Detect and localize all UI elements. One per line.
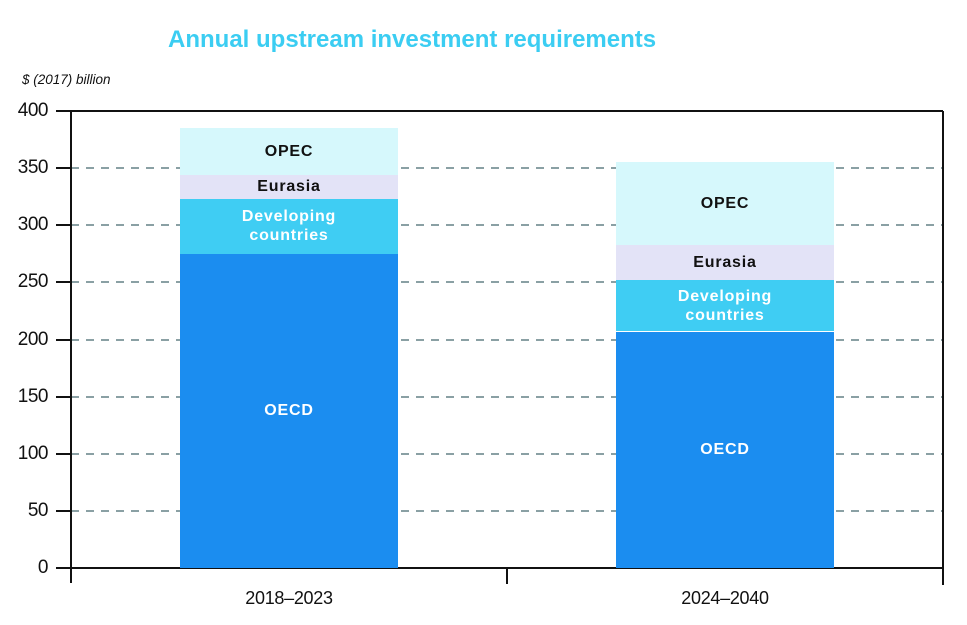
- top-border-line: [71, 110, 943, 112]
- chart-title: Annual upstream investment requirements: [168, 26, 657, 53]
- y-axis-tick: [56, 338, 71, 341]
- x-axis-label: 2024–2040: [681, 588, 769, 608]
- y-gridline: [71, 167, 943, 170]
- y-axis-tick: [56, 395, 71, 398]
- y-axis-tick: [56, 110, 71, 112]
- y-gridline: [71, 509, 943, 512]
- y-gridline: [71, 452, 943, 455]
- y-tick-label: 200: [17, 328, 49, 350]
- y-tick-label: 300: [17, 214, 49, 236]
- y-gridline: [71, 395, 943, 398]
- x-axis-label: 2018–2023: [245, 588, 333, 608]
- bar-segment-label: Developing countries: [241, 208, 337, 245]
- y-axis-line: [70, 111, 72, 583]
- bar-segment-oecd: OECD: [180, 253, 398, 568]
- bar-segment-label: OPEC: [264, 142, 314, 160]
- bar-segment-label: OPEC: [700, 194, 750, 212]
- y-tick-label: 50: [27, 499, 49, 521]
- y-tick-label: 100: [17, 442, 49, 464]
- bar-segment-developing-countries: Developing countries: [616, 280, 834, 332]
- bar-segment-developing-countries: Developing countries: [180, 198, 398, 254]
- y-axis-unit-label: $ (2017) billion: [22, 72, 111, 87]
- y-tick-label: 0: [37, 557, 49, 578]
- right-border-line: [942, 111, 944, 585]
- bar-segment-opec: OPEC: [180, 128, 398, 175]
- bar-segment-label: Eurasia: [693, 253, 757, 271]
- y-axis-tick: [56, 224, 71, 227]
- y-gridline: [71, 281, 943, 284]
- y-axis-tick: [56, 281, 71, 284]
- bar-segment-label: OECD: [264, 402, 314, 420]
- y-axis-tick: [56, 509, 71, 512]
- bar-segment-opec: OPEC: [616, 162, 834, 245]
- category-separator-tick: [506, 568, 508, 584]
- y-axis-tick: [56, 567, 71, 569]
- bar-segment-label: Developing countries: [677, 287, 773, 324]
- bar-segment-label: OECD: [700, 441, 750, 459]
- y-tick-label: 400: [17, 100, 49, 121]
- bar-segment-eurasia: Eurasia: [180, 174, 398, 199]
- y-axis-tick: [56, 452, 71, 455]
- bar-segment-label: Eurasia: [257, 178, 321, 196]
- bar-segment-eurasia: Eurasia: [616, 244, 834, 281]
- y-tick-label: 150: [17, 385, 49, 407]
- y-tick-label: 350: [17, 157, 49, 179]
- y-gridline: [71, 224, 943, 227]
- y-tick-label: 250: [17, 271, 49, 293]
- y-gridline: [71, 338, 943, 341]
- y-axis-tick: [56, 167, 71, 170]
- bar-segment-oecd: OECD: [616, 331, 834, 568]
